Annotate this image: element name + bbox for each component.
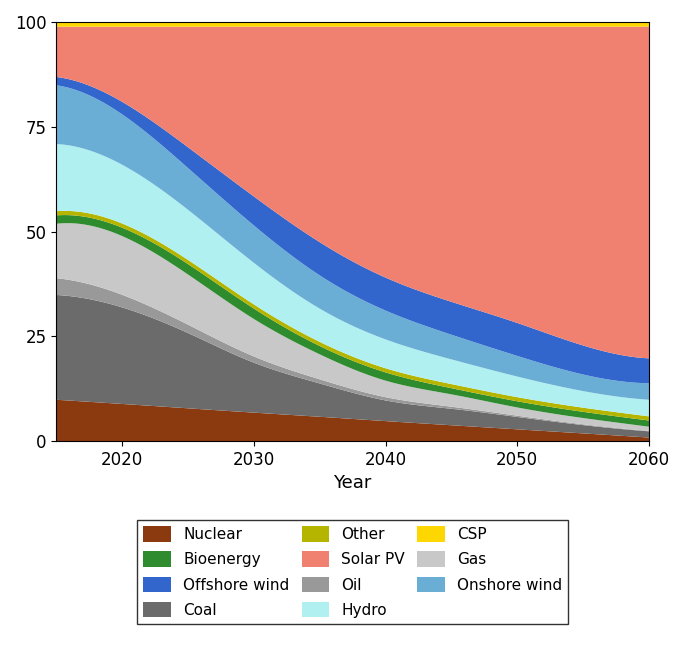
- Legend: Nuclear, Bioenergy, Offshore wind, Coal, Other, Solar PV, Oil, Hydro, CSP, Gas, : Nuclear, Bioenergy, Offshore wind, Coal,…: [137, 520, 568, 624]
- X-axis label: Year: Year: [334, 475, 372, 492]
